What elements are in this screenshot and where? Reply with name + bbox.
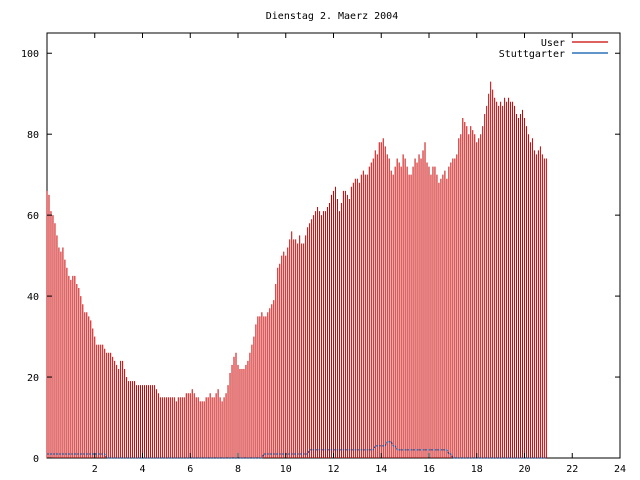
x-tick-label: 22 bbox=[566, 464, 578, 475]
y-tick-label: 0 bbox=[33, 454, 39, 465]
x-tick-label: 14 bbox=[375, 464, 387, 475]
x-tick-label: 4 bbox=[139, 464, 145, 475]
x-tick-label: 2 bbox=[92, 464, 98, 475]
legend: User Stuttgarter bbox=[499, 38, 608, 60]
y-axis: 0 20 40 60 80 100 bbox=[21, 49, 620, 465]
stuttgarter-series bbox=[47, 441, 547, 459]
y-tick-label: 80 bbox=[27, 130, 39, 141]
y-tick-label: 100 bbox=[21, 49, 39, 60]
x-tick-label: 8 bbox=[235, 464, 241, 475]
x-tick-label: 12 bbox=[327, 464, 339, 475]
x-tick-label: 10 bbox=[280, 464, 292, 475]
legend-label-user: User bbox=[541, 38, 565, 49]
x-tick-label: 18 bbox=[471, 464, 483, 475]
y-tick-label: 20 bbox=[27, 373, 39, 384]
x-axis: 2 4 6 8 10 12 14 16 18 20 22 24 bbox=[92, 33, 626, 475]
user-series-bars bbox=[46, 81, 547, 458]
legend-label-stuttgarter: Stuttgarter bbox=[499, 49, 565, 60]
x-tick-label: 6 bbox=[187, 464, 193, 475]
chart-title: Dienstag 2. Maerz 2004 bbox=[266, 11, 398, 22]
x-tick-label: 24 bbox=[614, 464, 626, 475]
y-tick-label: 40 bbox=[27, 292, 39, 303]
x-tick-label: 20 bbox=[518, 464, 530, 475]
x-tick-label: 16 bbox=[423, 464, 435, 475]
y-tick-label: 60 bbox=[27, 211, 39, 222]
stuttgarter-line bbox=[47, 441, 547, 459]
